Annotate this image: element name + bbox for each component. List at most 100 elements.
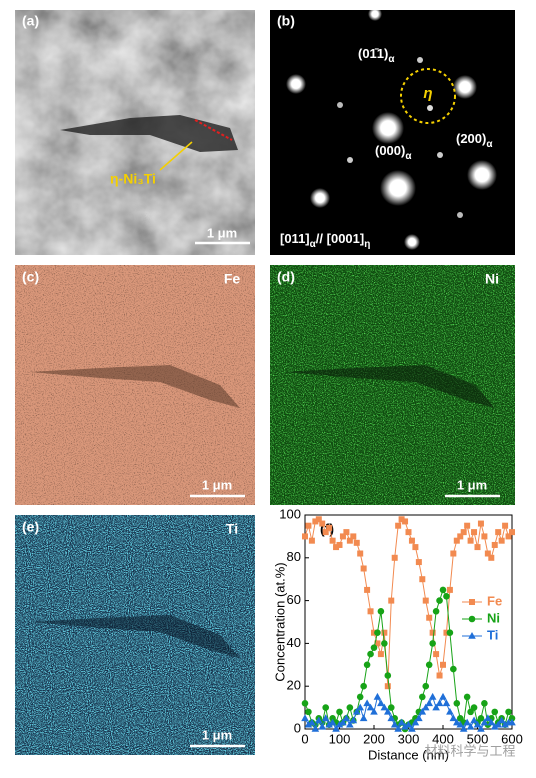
x-tick-label: 100: [329, 731, 351, 746]
spots: [286, 7, 497, 250]
marker: [477, 725, 485, 732]
zone-b: // [0001]: [316, 231, 364, 246]
zone-sub: α: [310, 239, 317, 250]
marker: [477, 715, 485, 722]
marker: [432, 608, 440, 615]
precipitate: [60, 115, 238, 152]
panel-label: (a): [22, 13, 39, 29]
marker: [329, 537, 336, 544]
x-tick-label: 600: [501, 731, 523, 746]
panel-label: (e): [22, 519, 39, 535]
marker: [305, 708, 312, 716]
marker: [442, 699, 451, 707]
marker: [436, 672, 443, 679]
scale-text: 1 μm: [202, 477, 232, 492]
marker: [429, 629, 436, 636]
panel-c: (c) Fe 1 μm: [15, 265, 255, 505]
marker: [384, 707, 392, 715]
element: Ti: [226, 521, 238, 537]
marker: [411, 718, 420, 726]
marker: [459, 725, 468, 732]
marker: [311, 725, 320, 732]
y-tick-label: 20: [287, 678, 301, 693]
marker: [402, 518, 409, 525]
x-tick-label: 300: [398, 731, 420, 746]
marker: [370, 707, 378, 715]
y-tick-label: 60: [287, 592, 301, 607]
zone-a: [011]: [280, 231, 310, 246]
scale-text: 1 μm: [207, 225, 237, 240]
marker: [405, 529, 412, 536]
marker: [360, 565, 367, 572]
marker: [377, 651, 384, 658]
marker: [450, 550, 457, 557]
marker: [398, 516, 405, 523]
y-tick-label: 80: [287, 549, 301, 564]
legend-marker: [469, 599, 475, 605]
watermark: 材料科学与工程: [424, 743, 515, 758]
marker: [457, 533, 464, 540]
y-tick-label: 100: [279, 506, 301, 521]
marker: [429, 640, 436, 647]
marker: [481, 533, 488, 540]
marker: [363, 699, 371, 707]
scale-text: 1 μm: [457, 477, 487, 492]
marker: [477, 520, 484, 527]
marker: [509, 529, 515, 536]
marker: [339, 718, 347, 726]
marker: [346, 720, 354, 728]
marker: [473, 720, 482, 728]
marker: [453, 700, 461, 707]
marker: [480, 718, 489, 726]
legend-label: Fe: [487, 593, 502, 608]
marker: [342, 714, 351, 722]
marker: [460, 529, 467, 536]
precipitate: [30, 365, 240, 408]
marker: [401, 722, 409, 730]
y-tick-label: 0: [294, 720, 301, 735]
zone-axis: [011]α// [0001]η: [280, 231, 370, 249]
marker: [387, 704, 395, 711]
marker: [366, 703, 375, 711]
series-line: [304, 588, 513, 730]
panel-label: (b): [277, 13, 295, 29]
x-axis-label: Distance (nm): [368, 747, 449, 762]
marker: [301, 700, 309, 707]
marker: [436, 597, 443, 604]
marker: [357, 550, 364, 557]
element: Ni: [485, 271, 499, 287]
marker: [432, 703, 440, 711]
marker: [443, 593, 450, 600]
marker: [332, 725, 340, 732]
panel-a: (a) η-Ni₃Ti 1 μm: [15, 10, 255, 255]
marker: [308, 537, 315, 544]
marker: [498, 537, 505, 544]
marker: [450, 665, 457, 673]
marker: [497, 716, 506, 724]
y-axis-label: Concentration (at.%): [272, 562, 287, 681]
marker: [422, 597, 429, 604]
marker: [415, 714, 423, 722]
marker: [381, 629, 388, 636]
marker: [390, 720, 399, 728]
marker: [352, 707, 361, 715]
marker: [449, 714, 458, 722]
marker: [494, 720, 502, 728]
marker: [502, 522, 509, 529]
marker: [446, 629, 454, 636]
marker: [404, 720, 413, 728]
marker: [359, 714, 368, 722]
marker: [391, 554, 398, 561]
marker: [373, 692, 382, 700]
x-tick-label: 500: [467, 731, 489, 746]
marker: [415, 559, 422, 566]
marker: [419, 693, 426, 701]
panel-label: (d): [277, 269, 295, 285]
marker: [381, 640, 388, 647]
marker: [446, 586, 453, 593]
panel-f: (f) 0204060801000100200300400500600Dista…: [272, 506, 522, 762]
marker: [446, 707, 454, 715]
marker: [346, 704, 354, 711]
marker: [364, 586, 371, 593]
